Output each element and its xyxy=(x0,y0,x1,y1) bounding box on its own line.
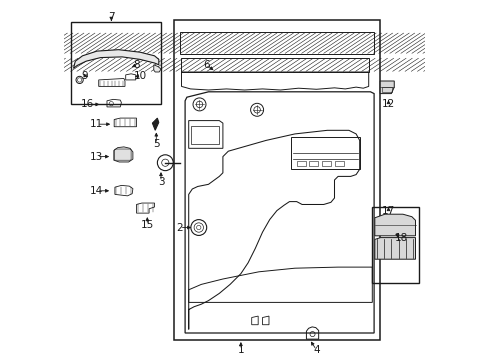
Polygon shape xyxy=(152,118,159,130)
Text: 12: 12 xyxy=(381,99,394,109)
Text: 6: 6 xyxy=(203,60,209,70)
Polygon shape xyxy=(374,214,415,236)
Bar xyxy=(174,20,379,340)
Bar xyxy=(182,58,367,71)
Polygon shape xyxy=(374,238,415,259)
Bar xyxy=(191,126,219,144)
Text: 7: 7 xyxy=(108,12,114,22)
Text: 3: 3 xyxy=(157,177,164,187)
Bar xyxy=(71,22,161,104)
Text: 16: 16 xyxy=(81,99,94,109)
Bar xyxy=(334,161,343,166)
Text: 14: 14 xyxy=(90,186,103,196)
Text: 1: 1 xyxy=(237,345,244,355)
Bar xyxy=(179,32,373,54)
Polygon shape xyxy=(114,147,133,162)
Text: 17: 17 xyxy=(381,206,394,216)
Text: 2: 2 xyxy=(176,222,183,233)
Text: 18: 18 xyxy=(394,233,407,243)
Polygon shape xyxy=(153,65,161,72)
Text: 11: 11 xyxy=(90,119,103,129)
Text: 10: 10 xyxy=(133,71,146,81)
Polygon shape xyxy=(73,50,159,68)
Bar xyxy=(371,207,418,283)
Bar xyxy=(180,33,373,53)
Text: 9: 9 xyxy=(81,71,87,81)
Bar xyxy=(309,161,318,166)
Text: 4: 4 xyxy=(312,345,319,355)
Text: 5: 5 xyxy=(153,139,159,149)
Polygon shape xyxy=(380,81,393,94)
Text: 13: 13 xyxy=(90,152,103,162)
Bar xyxy=(181,58,368,72)
Text: 8: 8 xyxy=(133,60,140,70)
Bar xyxy=(296,161,305,166)
Bar xyxy=(321,161,330,166)
Text: 15: 15 xyxy=(141,220,154,230)
Bar xyxy=(381,87,391,92)
